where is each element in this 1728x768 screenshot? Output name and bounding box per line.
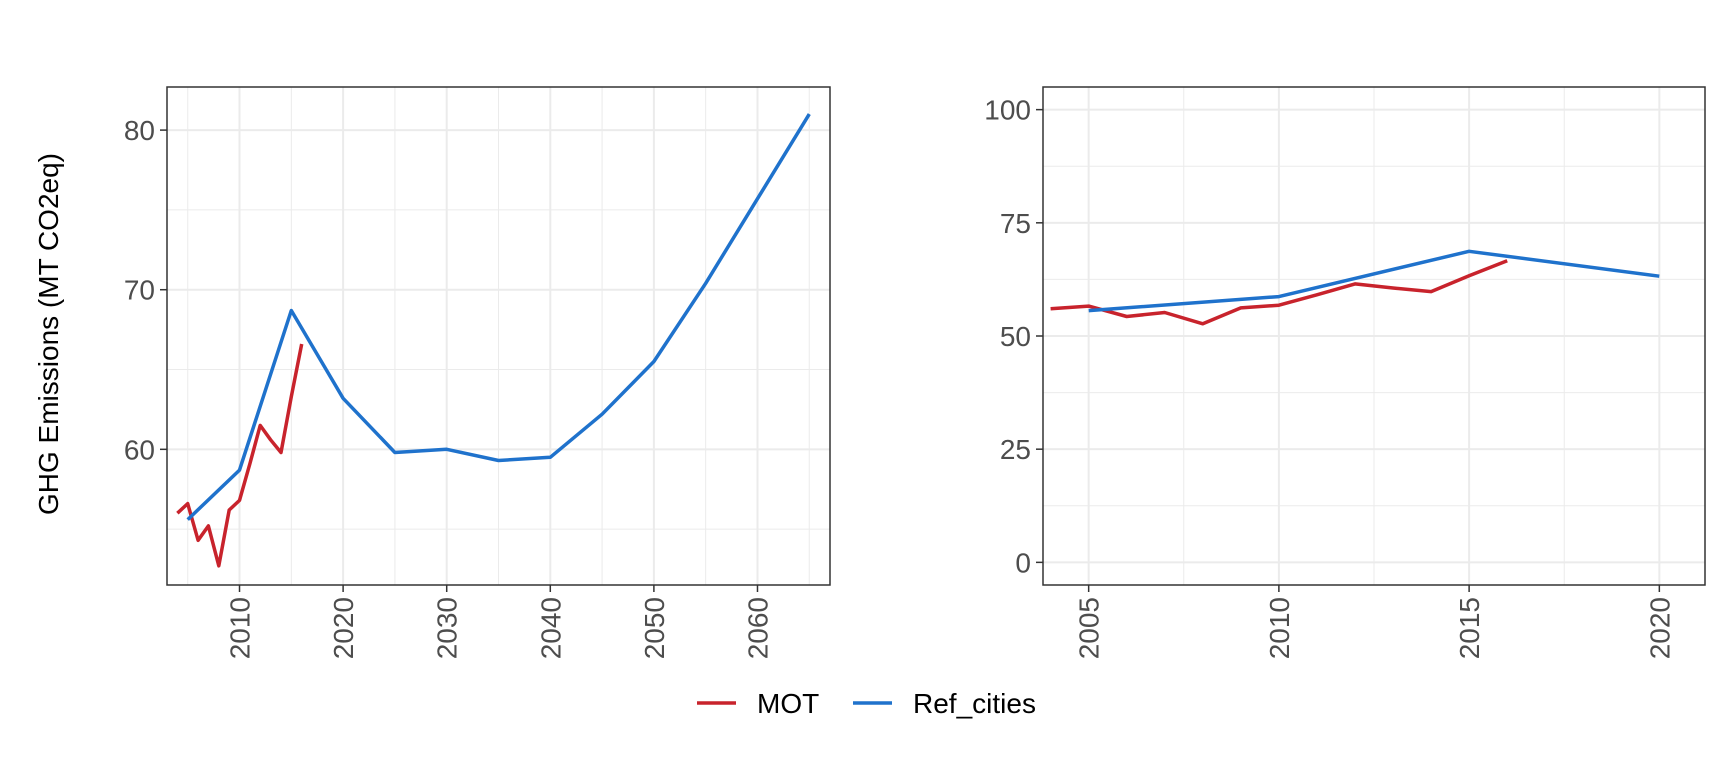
left-x-tick-label: 2030 xyxy=(432,597,463,659)
right-x-tick-label: 2020 xyxy=(1644,597,1675,659)
right-y-tick-label: 75 xyxy=(1000,208,1031,239)
left-x-tick-label: 2010 xyxy=(225,597,256,659)
right-series-line-ref-cities xyxy=(1088,249,1660,313)
right-series-line-mot xyxy=(1050,259,1508,326)
right-y-tick-label: 50 xyxy=(1000,321,1031,352)
right-y-tick-label: 25 xyxy=(1000,434,1031,465)
left-series-line-ref-cities xyxy=(186,113,811,521)
right-y-tick-label: 100 xyxy=(984,95,1031,126)
left-panel: 60 70 80 2010 2020 2030 2040 2050 2060 xyxy=(124,86,831,659)
left-x-tick-label: 2050 xyxy=(639,597,670,659)
y-axis-title: GHG Emissions (MT CO2eq) xyxy=(33,153,64,515)
left-panel-border xyxy=(166,86,831,586)
legend: MOT Ref_cities xyxy=(697,688,1036,719)
left-series-line-mot xyxy=(176,343,304,568)
left-y-tick-label: 60 xyxy=(124,434,155,465)
legend-label-mot: MOT xyxy=(757,688,819,719)
right-x-tick-label: 2005 xyxy=(1074,597,1105,659)
right-panel: 0 25 50 75 100 2005 2010 2015 2020 xyxy=(984,86,1706,659)
left-x-tick-label: 2040 xyxy=(535,597,566,659)
left-y-tick-label: 80 xyxy=(124,115,155,146)
legend-label-ref-cities: Ref_cities xyxy=(913,688,1036,719)
left-y-tick-label: 70 xyxy=(124,275,155,306)
right-x-tick-label: 2010 xyxy=(1264,597,1295,659)
right-x-tick-label: 2015 xyxy=(1454,597,1485,659)
right-y-tick-label: 0 xyxy=(1015,547,1031,578)
left-x-tick-label: 2020 xyxy=(328,597,359,659)
left-x-tick-label: 2060 xyxy=(742,597,773,659)
